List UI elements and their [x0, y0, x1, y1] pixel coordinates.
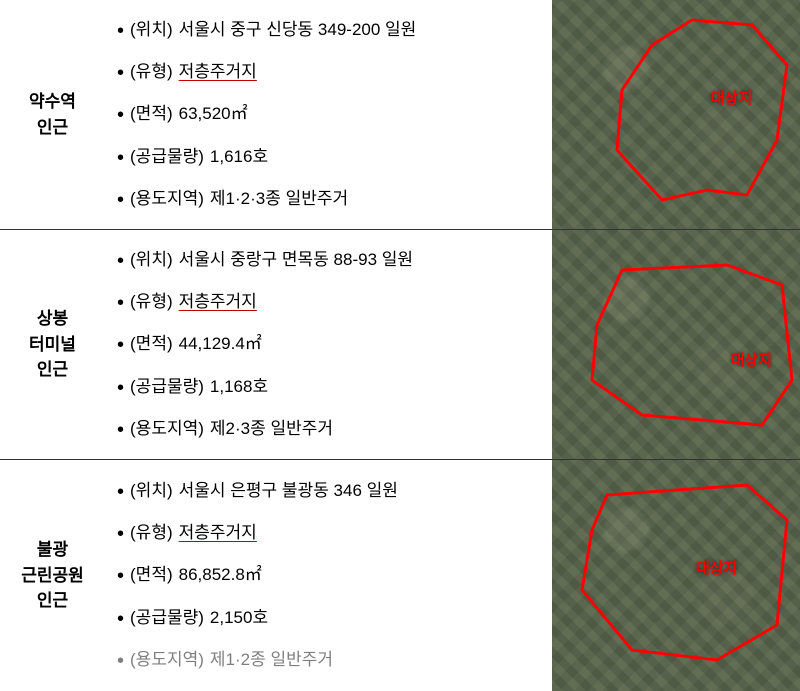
map-image: 대상지 — [552, 230, 800, 459]
boundary-overlay — [552, 0, 800, 229]
map-cell: 대상지 — [552, 230, 800, 459]
detail-supply: • (공급물량) 2,150호 — [117, 607, 544, 629]
map-cell: 대상지 — [552, 460, 800, 691]
detail-label: (위치) — [130, 19, 173, 41]
table-row: 불광 근린공원 인근 • (위치) 서울시 은평구 불광동 346 일원 • (… — [0, 460, 800, 691]
bullet-icon: • — [117, 148, 124, 170]
detail-value: 제1·2종 일반주거 — [210, 649, 333, 671]
detail-value: 저층주거지 — [179, 61, 257, 83]
site-name-line: 인근 — [37, 115, 68, 141]
bullet-icon: • — [117, 105, 124, 127]
detail-location: • (위치) 서울시 중구 신당동 349-200 일원 — [117, 19, 544, 41]
detail-value: 서울시 중구 신당동 349-200 일원 — [179, 19, 417, 41]
detail-location: • (위치) 서울시 은평구 불광동 346 일원 — [117, 480, 544, 502]
table-row: 상봉 터미널 인근 • (위치) 서울시 중랑구 면목동 88-93 일원 • … — [0, 230, 800, 460]
detail-supply: • (공급물량) 1,616호 — [117, 146, 544, 168]
site-name-cell: 불광 근린공원 인근 — [0, 460, 105, 691]
details-cell: • (위치) 서울시 중구 신당동 349-200 일원 • (유형) 저층주거… — [105, 0, 552, 229]
bullet-icon: • — [117, 482, 124, 504]
boundary-path — [582, 485, 787, 660]
bullet-icon: • — [117, 293, 124, 315]
detail-label: (공급물량) — [130, 146, 204, 168]
detail-type: • (유형) 저층주거지 — [117, 522, 544, 544]
detail-value: 서울시 은평구 불광동 346 일원 — [179, 480, 398, 502]
map-site-label: 대상지 — [711, 87, 752, 108]
map-cell: 대상지 — [552, 0, 800, 229]
bullet-icon: • — [117, 378, 124, 400]
site-name-line: 인근 — [37, 357, 68, 383]
site-name-line: 약수역 — [29, 89, 76, 115]
detail-area: • (면적) 86,852.8㎡ — [117, 564, 544, 586]
detail-label: (면적) — [130, 564, 173, 586]
site-name-cell: 상봉 터미널 인근 — [0, 230, 105, 459]
site-name-line: 상봉 — [37, 306, 68, 332]
detail-label: (유형) — [130, 291, 173, 313]
site-table: 약수역 인근 • (위치) 서울시 중구 신당동 349-200 일원 • (유… — [0, 0, 800, 691]
detail-value: 86,852.8㎡ — [179, 564, 262, 586]
detail-value: 2,150호 — [210, 607, 268, 629]
detail-type: • (유형) 저층주거지 — [117, 291, 544, 313]
boundary-overlay — [552, 230, 800, 459]
detail-label: (유형) — [130, 522, 173, 544]
detail-label: (유형) — [130, 61, 173, 83]
detail-label: (용도지역) — [130, 649, 204, 671]
detail-label: (위치) — [130, 249, 173, 271]
detail-area: • (면적) 63,520㎡ — [117, 103, 544, 125]
detail-supply: • (공급물량) 1,168호 — [117, 376, 544, 398]
details-cell: • (위치) 서울시 은평구 불광동 346 일원 • (유형) 저층주거지 •… — [105, 460, 552, 691]
boundary-overlay — [552, 460, 800, 690]
detail-type: • (유형) 저층주거지 — [117, 61, 544, 83]
site-name-line: 터미널 — [29, 332, 76, 358]
bullet-icon: • — [117, 420, 124, 442]
site-name-line: 인근 — [37, 588, 68, 614]
map-site-label: 대상지 — [696, 557, 737, 578]
site-name-line: 불광 — [37, 537, 68, 563]
detail-zone: • (용도지역) 제1·2종 일반주거 — [117, 649, 544, 671]
boundary-path — [592, 265, 792, 425]
site-name-line: 근린공원 — [21, 563, 84, 589]
detail-label: (용도지역) — [130, 418, 204, 440]
bullet-icon: • — [117, 63, 124, 85]
detail-value: 제2·3종 일반주거 — [210, 418, 333, 440]
bullet-icon: • — [117, 335, 124, 357]
detail-label: (위치) — [130, 480, 173, 502]
bullet-icon: • — [117, 651, 124, 673]
detail-value: 서울시 중랑구 면목동 88-93 일원 — [179, 249, 413, 271]
detail-value: 1,168호 — [210, 376, 268, 398]
detail-label: (공급물량) — [130, 376, 204, 398]
boundary-path — [617, 20, 787, 200]
detail-value: 63,520㎡ — [179, 103, 248, 125]
bullet-icon: • — [117, 524, 124, 546]
bullet-icon: • — [117, 190, 124, 212]
site-name-cell: 약수역 인근 — [0, 0, 105, 229]
detail-value: 제1·2·3종 일반주거 — [210, 188, 348, 210]
detail-value: 저층주거지 — [179, 291, 257, 313]
detail-label: (공급물량) — [130, 607, 204, 629]
map-site-label: 대상지 — [731, 349, 772, 370]
bullet-icon: • — [117, 251, 124, 273]
detail-label: (용도지역) — [130, 188, 204, 210]
detail-zone: • (용도지역) 제2·3종 일반주거 — [117, 418, 544, 440]
detail-location: • (위치) 서울시 중랑구 면목동 88-93 일원 — [117, 249, 544, 271]
detail-zone: • (용도지역) 제1·2·3종 일반주거 — [117, 188, 544, 210]
detail-value: 1,616호 — [210, 146, 268, 168]
detail-value: 44,129.4㎡ — [179, 333, 262, 355]
details-cell: • (위치) 서울시 중랑구 면목동 88-93 일원 • (유형) 저층주거지… — [105, 230, 552, 459]
detail-value: 저층주거지 — [179, 522, 257, 544]
detail-label: (면적) — [130, 333, 173, 355]
bullet-icon: • — [117, 566, 124, 588]
map-image: 대상지 — [552, 460, 800, 691]
table-row: 약수역 인근 • (위치) 서울시 중구 신당동 349-200 일원 • (유… — [0, 0, 800, 230]
map-image: 대상지 — [552, 0, 800, 229]
detail-label: (면적) — [130, 103, 173, 125]
detail-area: • (면적) 44,129.4㎡ — [117, 333, 544, 355]
bullet-icon: • — [117, 21, 124, 43]
bullet-icon: • — [117, 609, 124, 631]
